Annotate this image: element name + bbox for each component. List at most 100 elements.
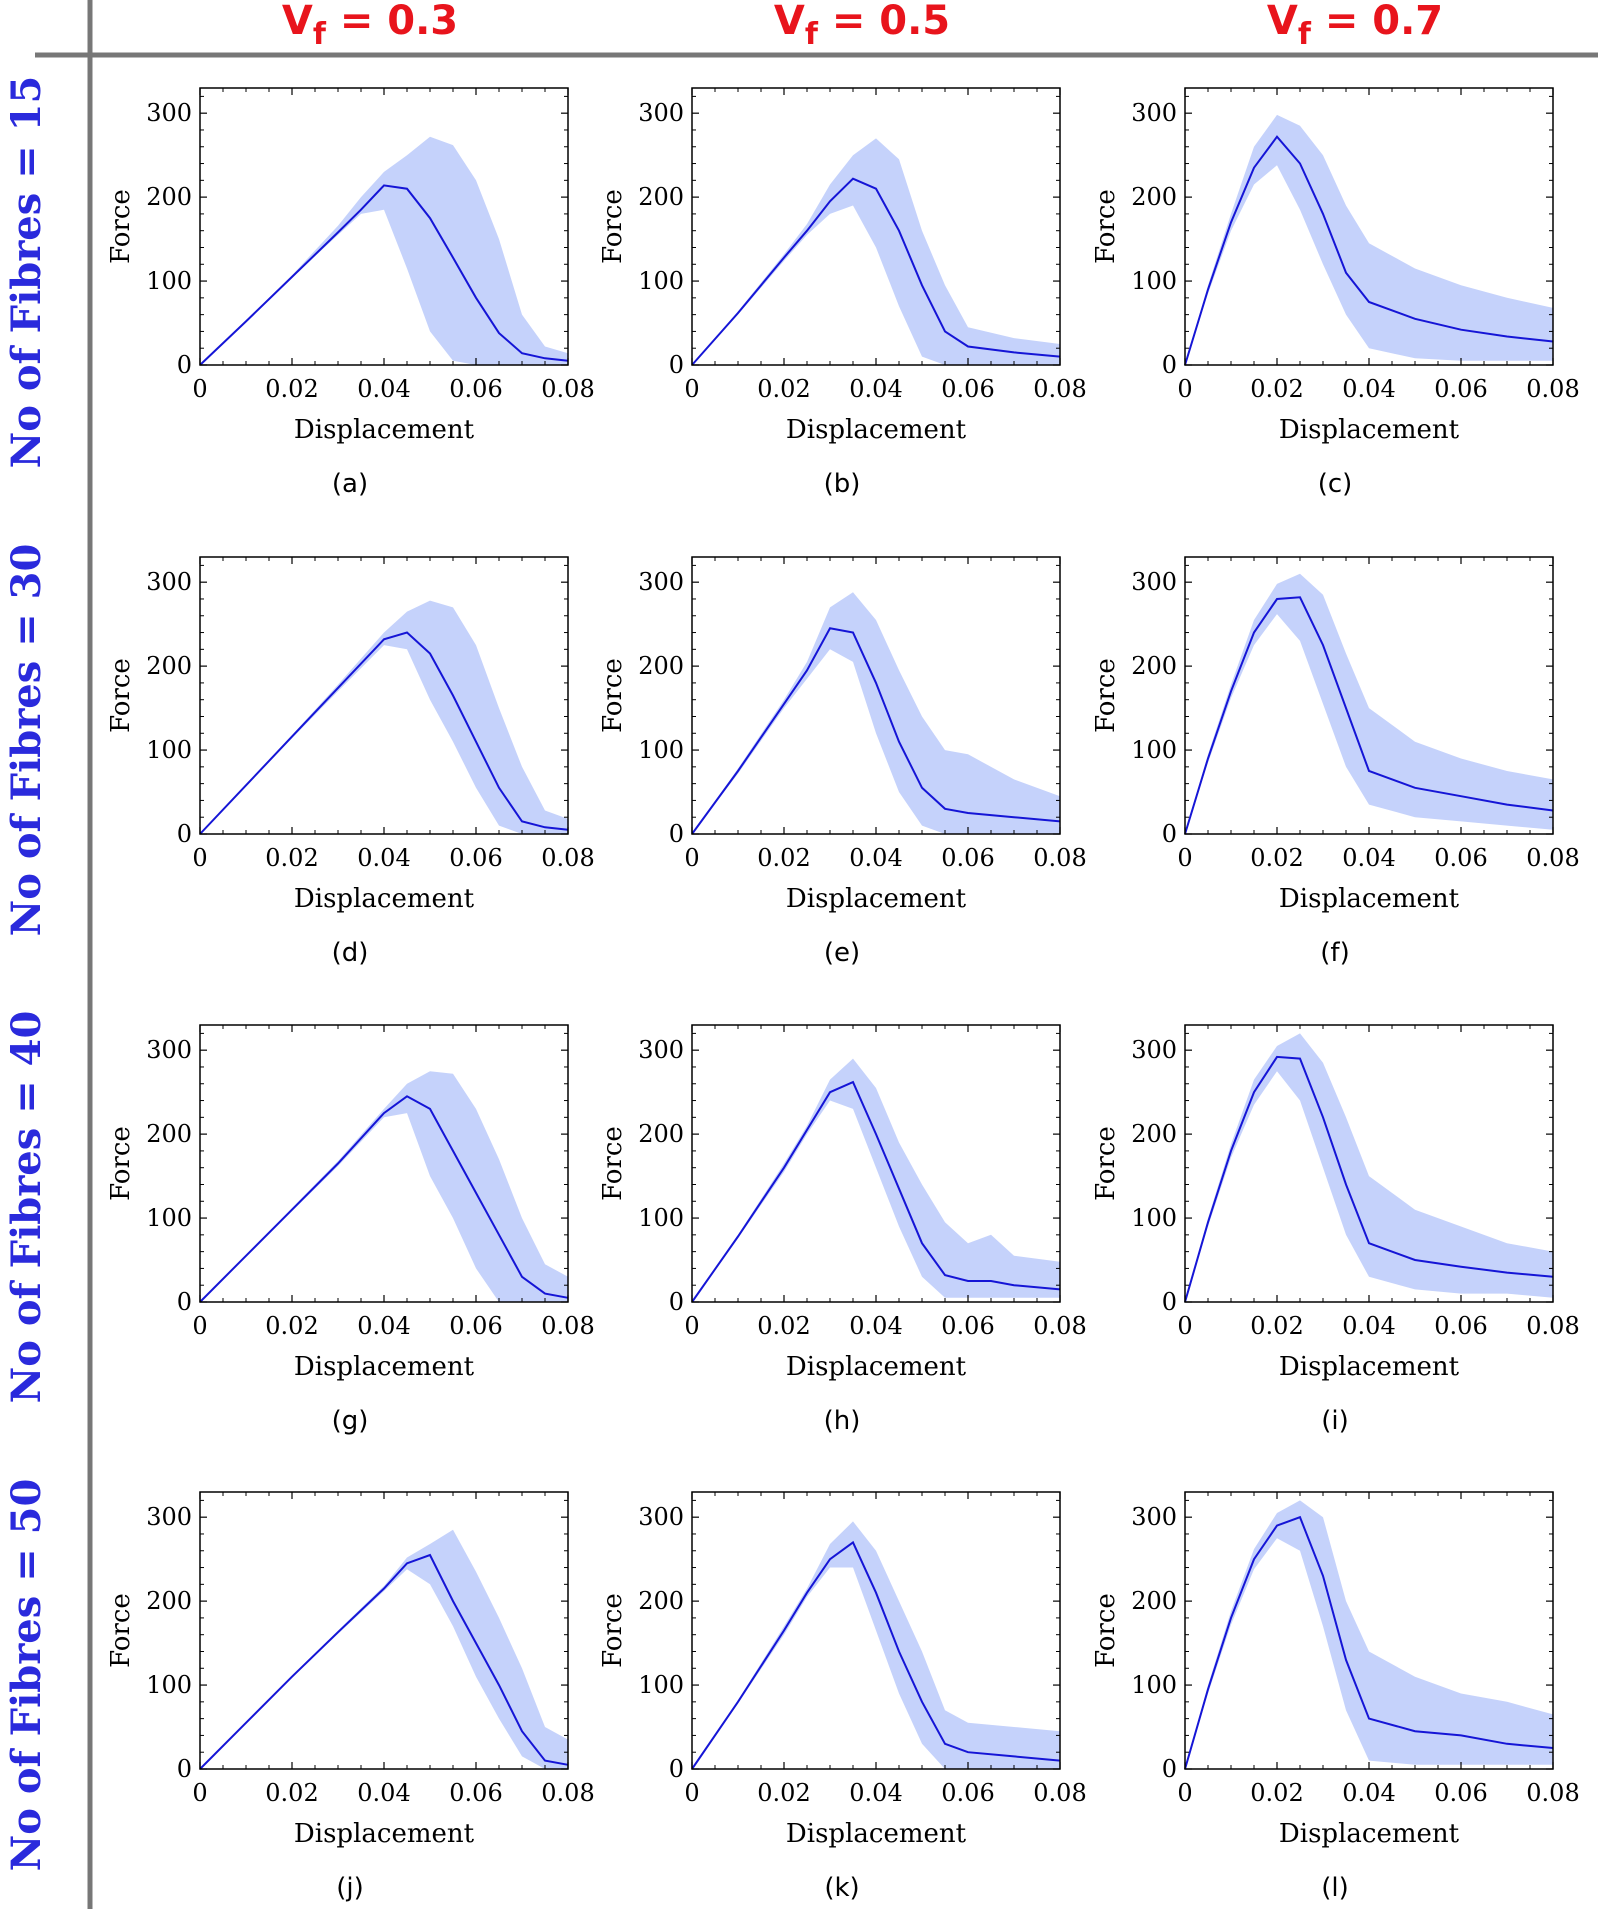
chart-panel-3: 0 0.02 0.04 0.06 0.08 0 100 200 300 Displacement F… [1091, 87, 1580, 499]
x-tick-label: 0.08 [541, 1779, 594, 1807]
chart-panel-5: 0 0.02 0.04 0.06 0.08 0 100 200 300 Displacement F… [598, 556, 1087, 968]
y-tick-label: 0 [177, 1755, 192, 1783]
y-axis-label: Force [1091, 1126, 1121, 1201]
mean-force-line [691, 177, 1061, 366]
chart-panel-7: 0 0.02 0.04 0.06 0.08 0 100 200 300 Displacement F… [106, 1024, 595, 1436]
x-tick-label: 0.06 [941, 844, 994, 872]
chart-panel-2: 0 0.02 0.04 0.06 0.08 0 100 200 300 Displacement F… [598, 87, 1087, 499]
column-header-sub: f [1298, 17, 1312, 52]
panel-label: (e) [824, 938, 860, 968]
y-axis-label: Force [598, 1593, 628, 1668]
x-tick-label: 0.06 [941, 1779, 994, 1807]
mean-force-line [691, 627, 1061, 835]
y-tick-label: 300 [1131, 1503, 1177, 1531]
x-tick-label: 0 [192, 1312, 207, 1340]
x-tick-label: 0.04 [1342, 844, 1395, 872]
chart-panel-10: 0 0.02 0.04 0.06 0.08 0 100 200 300 Displacement F… [106, 1491, 595, 1903]
x-tick-label: 0 [684, 375, 699, 403]
x-tick-label: 0.08 [1526, 1312, 1579, 1340]
x-tick-label: 0 [1177, 1312, 1192, 1340]
y-axis-label: Force [1091, 1593, 1121, 1668]
y-tick-label: 0 [669, 351, 684, 379]
y-tick-label: 200 [638, 1587, 684, 1615]
x-tick-label: 0.06 [941, 1312, 994, 1340]
y-tick-label: 0 [177, 820, 192, 848]
y-tick-label: 300 [146, 1503, 192, 1531]
x-tick-label: 0.06 [449, 1312, 502, 1340]
column-header-value: = 0.5 [818, 0, 950, 44]
x-tick-label: 0 [192, 844, 207, 872]
mean-force-line [1184, 1515, 1554, 1770]
y-tick-label: 100 [638, 267, 684, 295]
x-tick-label: 0.08 [1033, 844, 1086, 872]
x-axis-label: Displacement [294, 1819, 475, 1849]
x-tick-label: 0.08 [1033, 375, 1086, 403]
y-tick-label: 100 [146, 267, 192, 295]
panel-label: (f) [1320, 938, 1349, 968]
x-tick-label: 0.04 [849, 375, 902, 403]
chart-panel-11: 0 0.02 0.04 0.06 0.08 0 100 200 300 Displacement F… [598, 1491, 1087, 1903]
panel-label: (j) [336, 1873, 364, 1903]
confidence-band [1185, 1033, 1553, 1302]
y-axis-label: Force [1091, 658, 1121, 733]
confidence-band [1185, 1500, 1553, 1769]
y-tick-label: 300 [638, 99, 684, 127]
x-tick-label: 0 [192, 1779, 207, 1807]
chart-panel-8: 0 0.02 0.04 0.06 0.08 0 100 200 300 Displacement F… [598, 1024, 1087, 1436]
y-axis-label: Force [106, 658, 136, 733]
column-header-var: V [774, 0, 805, 44]
y-tick-label: 0 [669, 1755, 684, 1783]
mean-force-line [1184, 596, 1554, 835]
y-tick-label: 0 [1162, 351, 1177, 379]
x-tick-label: 0.04 [1342, 375, 1395, 403]
x-tick-label: 0 [1177, 375, 1192, 403]
confidence-band [1185, 573, 1553, 834]
panel-label: (i) [1321, 1406, 1349, 1436]
x-axis-label: Displacement [786, 1352, 967, 1382]
panel-label: (d) [332, 938, 369, 968]
x-tick-label: 0.02 [265, 375, 318, 403]
mean-force-line [691, 1080, 1061, 1303]
x-tick-label: 0.08 [541, 375, 594, 403]
x-tick-label: 0.04 [1342, 1312, 1395, 1340]
x-tick-label: 0.08 [1526, 1779, 1579, 1807]
mean-force-line [1184, 1055, 1554, 1303]
x-axis-label: Displacement [1279, 1352, 1460, 1382]
row-header-2: No of Fibres = 30 [3, 544, 50, 937]
y-tick-label: 100 [1131, 736, 1177, 764]
x-tick-label: 0 [192, 375, 207, 403]
y-tick-label: 100 [146, 736, 192, 764]
y-tick-label: 0 [669, 820, 684, 848]
x-tick-label: 0.06 [1434, 1312, 1487, 1340]
panel-label: (c) [1318, 469, 1353, 499]
x-axis-label: Displacement [786, 884, 967, 914]
y-tick-label: 100 [1131, 267, 1177, 295]
column-header-value: = 0.3 [326, 0, 458, 44]
y-axis-label: Force [598, 189, 628, 264]
x-tick-label: 0.02 [757, 375, 810, 403]
x-axis-label: Displacement [1279, 415, 1460, 445]
y-tick-label: 100 [146, 1671, 192, 1699]
panel-label: (h) [824, 1406, 861, 1436]
x-tick-label: 0.04 [357, 375, 410, 403]
column-header-var: V [282, 0, 313, 44]
x-tick-label: 0.06 [1434, 1779, 1487, 1807]
x-tick-label: 0.04 [849, 844, 902, 872]
y-tick-label: 300 [1131, 568, 1177, 596]
x-tick-label: 0 [1177, 844, 1192, 872]
y-tick-label: 300 [1131, 1036, 1177, 1064]
x-tick-label: 0.06 [1434, 844, 1487, 872]
column-header-sub: f [805, 17, 819, 52]
confidence-band [200, 136, 568, 365]
y-tick-label: 300 [146, 1036, 192, 1064]
column-header-2: Vf = 0.5 [774, 0, 950, 52]
x-tick-label: 0.02 [265, 1312, 318, 1340]
x-axis-label: Displacement [1279, 1819, 1460, 1849]
x-tick-label: 0.02 [757, 844, 810, 872]
y-tick-label: 100 [638, 736, 684, 764]
x-tick-label: 0 [684, 844, 699, 872]
x-tick-label: 0.02 [265, 844, 318, 872]
y-tick-label: 200 [1131, 652, 1177, 680]
y-tick-label: 200 [1131, 1120, 1177, 1148]
